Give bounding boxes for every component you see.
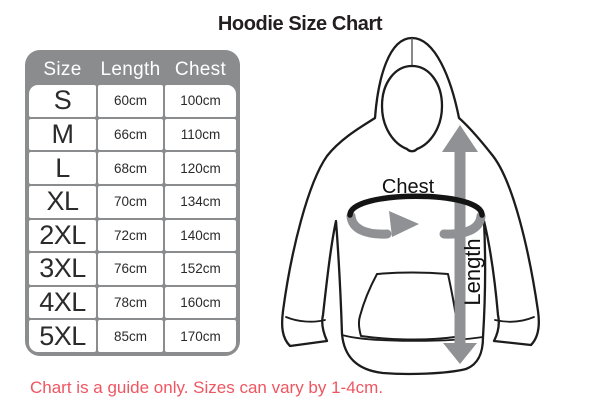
size-cell: XL xyxy=(29,185,96,218)
chest-cell: 170cm xyxy=(165,320,236,352)
size-cell: 5XL xyxy=(29,320,96,352)
length-cell: 66cm xyxy=(98,118,163,151)
right-cuff-line xyxy=(494,316,535,323)
left-cuff-line xyxy=(285,316,326,323)
size-table-header: Size Length Chest xyxy=(29,54,236,85)
chest-cell: 152cm xyxy=(165,253,236,285)
length-cell: 70cm xyxy=(98,185,163,218)
size-cell: M xyxy=(29,118,96,151)
table-row: 4XL 78cm 160cm xyxy=(29,286,236,319)
length-cell: 68cm xyxy=(98,152,163,184)
disclaimer-note: Chart is a guide only. Sizes can vary by… xyxy=(30,378,384,397)
hood-face-opening xyxy=(380,64,444,153)
table-row: XL 70cm 134cm xyxy=(29,185,236,218)
length-cell: 60cm xyxy=(98,85,163,117)
size-cell: L xyxy=(29,152,96,184)
size-cell: 4XL xyxy=(29,286,96,319)
size-table: Size Length Chest S 60cm 100cm M 66cm 110cm L 6… xyxy=(25,50,240,356)
table-row: M 66cm 110cm xyxy=(29,118,236,151)
table-row: 2XL 72cm 140cm xyxy=(29,219,236,252)
table-row: L 68cm 120cm xyxy=(29,152,236,184)
header-chest: Chest xyxy=(174,58,227,80)
chest-cell: 100cm xyxy=(165,85,236,117)
chest-cell: 120cm xyxy=(165,152,236,184)
chest-cell: 134cm xyxy=(165,185,236,218)
length-cell: 72cm xyxy=(98,219,163,252)
chest-measure-arrow xyxy=(346,193,486,239)
size-table-body: S 60cm 100cm M 66cm 110cm L 68cm 120cm XL 70cm 134c… xyxy=(29,85,236,352)
hoodie-outline xyxy=(280,36,541,376)
kangaroo-pocket xyxy=(357,271,458,341)
size-cell: 3XL xyxy=(29,253,96,285)
hoodie-diagram: Chest Length xyxy=(280,36,541,376)
length-cell: 78cm xyxy=(98,286,163,319)
header-length: Length xyxy=(100,58,161,80)
page-title: Hoodie Size Chart xyxy=(217,13,383,35)
length-measure-arrow xyxy=(442,125,478,364)
length-label: Length xyxy=(460,238,485,305)
header-size: Size xyxy=(43,58,82,80)
chest-cell: 160cm xyxy=(165,286,236,319)
chest-cell: 140cm xyxy=(165,219,236,252)
table-row: 5XL 85cm 170cm xyxy=(29,320,236,352)
size-cell: 2XL xyxy=(29,219,96,252)
length-cell: 85cm xyxy=(98,320,163,352)
size-cell: S xyxy=(29,85,96,117)
table-row: 3XL 76cm 152cm xyxy=(29,253,236,285)
chest-label: Chest xyxy=(382,176,435,198)
hem-line xyxy=(341,334,484,342)
table-row: S 60cm 100cm xyxy=(29,85,236,117)
chest-cell: 110cm xyxy=(165,118,236,151)
length-cell: 76cm xyxy=(98,253,163,285)
